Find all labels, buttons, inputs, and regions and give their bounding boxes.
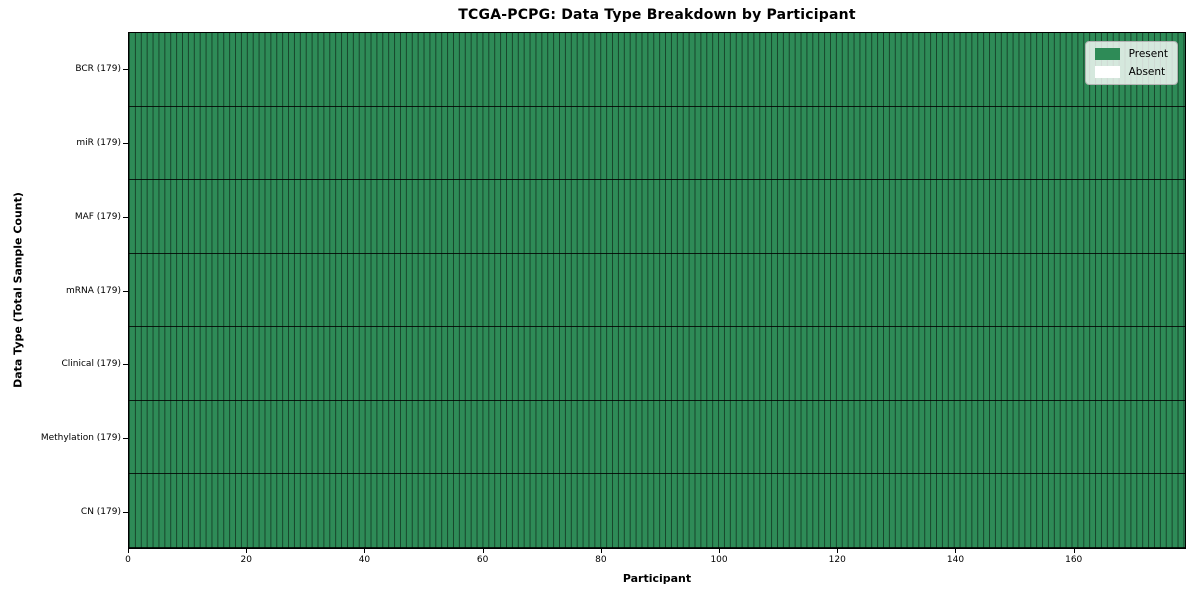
x-axis-label: Participant bbox=[622, 572, 692, 585]
x-tick-mark bbox=[837, 549, 839, 553]
x-tick-mark bbox=[364, 549, 366, 553]
y-tick-label: BCR (179) bbox=[75, 63, 121, 74]
x-tick-label: 120 bbox=[828, 555, 846, 565]
x-tick-mark bbox=[600, 549, 602, 553]
y-tick-mark bbox=[123, 68, 128, 70]
x-ticks: 0 20 40 60 80 100 120 140 160 bbox=[125, 549, 1186, 571]
x-tick-mark bbox=[482, 549, 484, 553]
present-swatch-icon bbox=[1094, 48, 1120, 60]
x-tick-mark bbox=[719, 549, 721, 553]
legend: Present Absent bbox=[1084, 41, 1178, 85]
y-tick-label: MAF (179) bbox=[74, 211, 121, 222]
heatmap-row-clinical bbox=[129, 327, 1185, 401]
legend-item-present: Present bbox=[1094, 47, 1168, 60]
heatmap-row-cn bbox=[129, 474, 1185, 549]
heatmap-row-methylation bbox=[129, 400, 1185, 475]
legend-label-absent: Absent bbox=[1128, 65, 1166, 78]
y-tick-label: Clinical (179) bbox=[61, 359, 121, 370]
heatmap-row-mrna bbox=[129, 253, 1185, 328]
y-tick-label: mRNA (179) bbox=[66, 285, 121, 296]
y-tick-marks bbox=[123, 32, 128, 549]
x-tick-label: 20 bbox=[240, 555, 252, 565]
y-tick-mark bbox=[123, 216, 128, 218]
x-tick-mark bbox=[128, 549, 129, 553]
legend-label-present: Present bbox=[1128, 47, 1168, 60]
plot-area: Present Absent bbox=[128, 32, 1186, 549]
absent-swatch-icon bbox=[1094, 66, 1120, 78]
x-tick-mark bbox=[246, 549, 248, 553]
legend-item-absent: Absent bbox=[1094, 65, 1168, 78]
heatmap-row-maf bbox=[129, 180, 1185, 254]
y-tick-labels: BCR (179) miR (179) MAF (179) mRNA (179) Cli… bbox=[0, 32, 121, 549]
x-tick-label: 40 bbox=[358, 555, 371, 565]
x-tick-mark bbox=[955, 549, 957, 553]
x-tick-label: 140 bbox=[946, 555, 965, 565]
x-tick-label: 100 bbox=[710, 555, 728, 565]
y-tick-label: CN (179) bbox=[80, 507, 121, 518]
x-tick-label: 0 bbox=[125, 555, 131, 565]
y-tick-label: miR (179) bbox=[76, 137, 121, 148]
y-tick-label: Methylation (179) bbox=[40, 433, 121, 444]
y-tick-mark bbox=[123, 512, 128, 514]
x-tick-label: 160 bbox=[1065, 555, 1083, 565]
x-tick-label: 80 bbox=[595, 555, 607, 565]
y-tick-mark bbox=[123, 290, 128, 292]
y-tick-mark bbox=[123, 438, 128, 440]
heatmap-row-mir bbox=[129, 106, 1185, 181]
chart-title: TCGA-PCPG: Data Type Breakdown by Partic… bbox=[458, 7, 856, 23]
y-tick-mark bbox=[123, 142, 128, 144]
x-tick-label: 60 bbox=[476, 555, 489, 565]
y-tick-mark bbox=[123, 364, 128, 366]
heatmap-row-bcr bbox=[129, 33, 1185, 107]
x-tick-mark bbox=[1073, 549, 1075, 553]
